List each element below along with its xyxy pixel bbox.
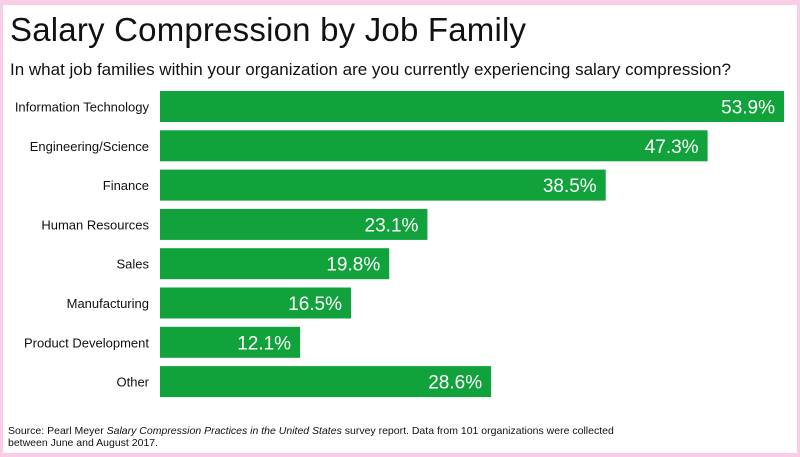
source-note: Source: Pearl Meyer Salary Compression P… xyxy=(8,425,708,449)
value-label: 38.5% xyxy=(543,176,597,197)
source-suffix: survey report. Data from 101 organizatio… xyxy=(341,425,614,437)
category-label: Product Development xyxy=(24,335,149,350)
source-prefix: Source: Pearl Meyer xyxy=(8,425,107,437)
value-label: 16.5% xyxy=(288,294,342,315)
chart-subtitle: In what job families within your organiz… xyxy=(10,60,731,79)
bar xyxy=(160,91,784,122)
bar xyxy=(160,208,428,240)
value-label: 19.8% xyxy=(326,255,380,276)
bar xyxy=(160,169,606,201)
bar xyxy=(160,287,352,319)
category-label: Other xyxy=(116,375,149,390)
chart-frame: Salary Compression by Job Family In what… xyxy=(3,5,797,453)
bar xyxy=(160,248,390,280)
category-label: Sales xyxy=(116,257,149,272)
category-label: Information Technology xyxy=(15,100,150,115)
value-label: 23.1% xyxy=(365,215,419,236)
category-label: Human Resources xyxy=(41,217,149,232)
bar-chart: Information Technology 53.9% Engineering/S… xyxy=(15,91,784,398)
value-label: 28.6% xyxy=(428,373,482,394)
source-line-2: between June and August 2017. xyxy=(8,437,159,449)
bar xyxy=(160,366,492,398)
bar xyxy=(160,326,301,358)
chart-title: Salary Compression by Job Family xyxy=(10,11,527,48)
category-label: Engineering/Science xyxy=(30,139,149,154)
value-label: 53.9% xyxy=(721,98,775,119)
bar xyxy=(160,130,708,162)
source-report-title: Salary Compression Practices in the Unit… xyxy=(106,425,342,437)
category-label: Finance xyxy=(103,178,149,193)
value-label: 47.3% xyxy=(645,137,699,158)
category-label: Manufacturing xyxy=(67,296,149,311)
value-label: 12.1% xyxy=(237,333,291,354)
